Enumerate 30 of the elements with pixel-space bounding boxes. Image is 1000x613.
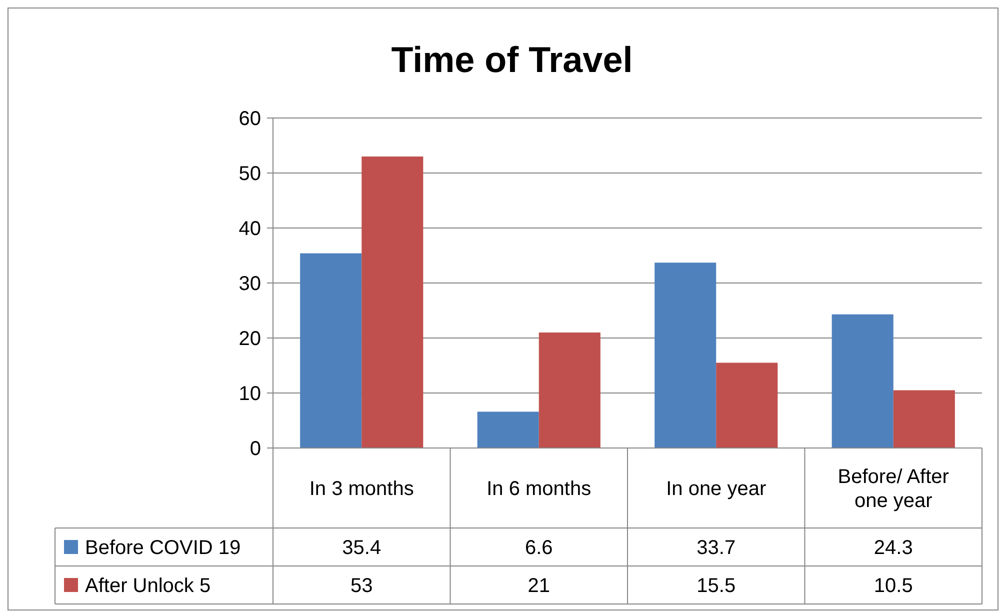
data-label: 35.4 — [342, 537, 382, 559]
x-tick-label: In one year — [666, 478, 766, 500]
legend-label: After Unlock 5 — [85, 575, 211, 597]
bar — [538, 332, 600, 448]
y-tick-label: 10 — [238, 383, 261, 405]
data-label: 33.7 — [696, 537, 736, 559]
y-tick-label: 0 — [250, 438, 261, 460]
bar — [300, 253, 362, 448]
data-label: 24.3 — [874, 537, 913, 559]
bar — [893, 390, 955, 448]
bar — [654, 262, 716, 448]
y-tick-label: 30 — [238, 273, 261, 295]
y-tick-label: 60 — [238, 108, 261, 130]
y-tick-label: 20 — [238, 328, 261, 350]
bar — [716, 362, 778, 448]
bar — [477, 412, 539, 448]
x-tick-label: In 6 months — [486, 478, 592, 500]
x-tick-label: Before/ After one year — [838, 466, 950, 512]
y-tick-label: 50 — [238, 163, 261, 185]
legend-label: Before COVID 19 — [85, 537, 241, 559]
chart-title: Time of Travel — [391, 39, 633, 80]
data-label: 21 — [528, 575, 550, 597]
bar — [832, 314, 894, 448]
data-label: 10.5 — [874, 575, 913, 597]
data-label: 6.6 — [524, 537, 553, 559]
data-label: 15.5 — [696, 575, 736, 597]
x-tick-label: In 3 months — [309, 478, 414, 500]
data-label: 53 — [350, 575, 373, 597]
y-tick-label: 40 — [238, 218, 261, 240]
bar — [362, 156, 424, 448]
